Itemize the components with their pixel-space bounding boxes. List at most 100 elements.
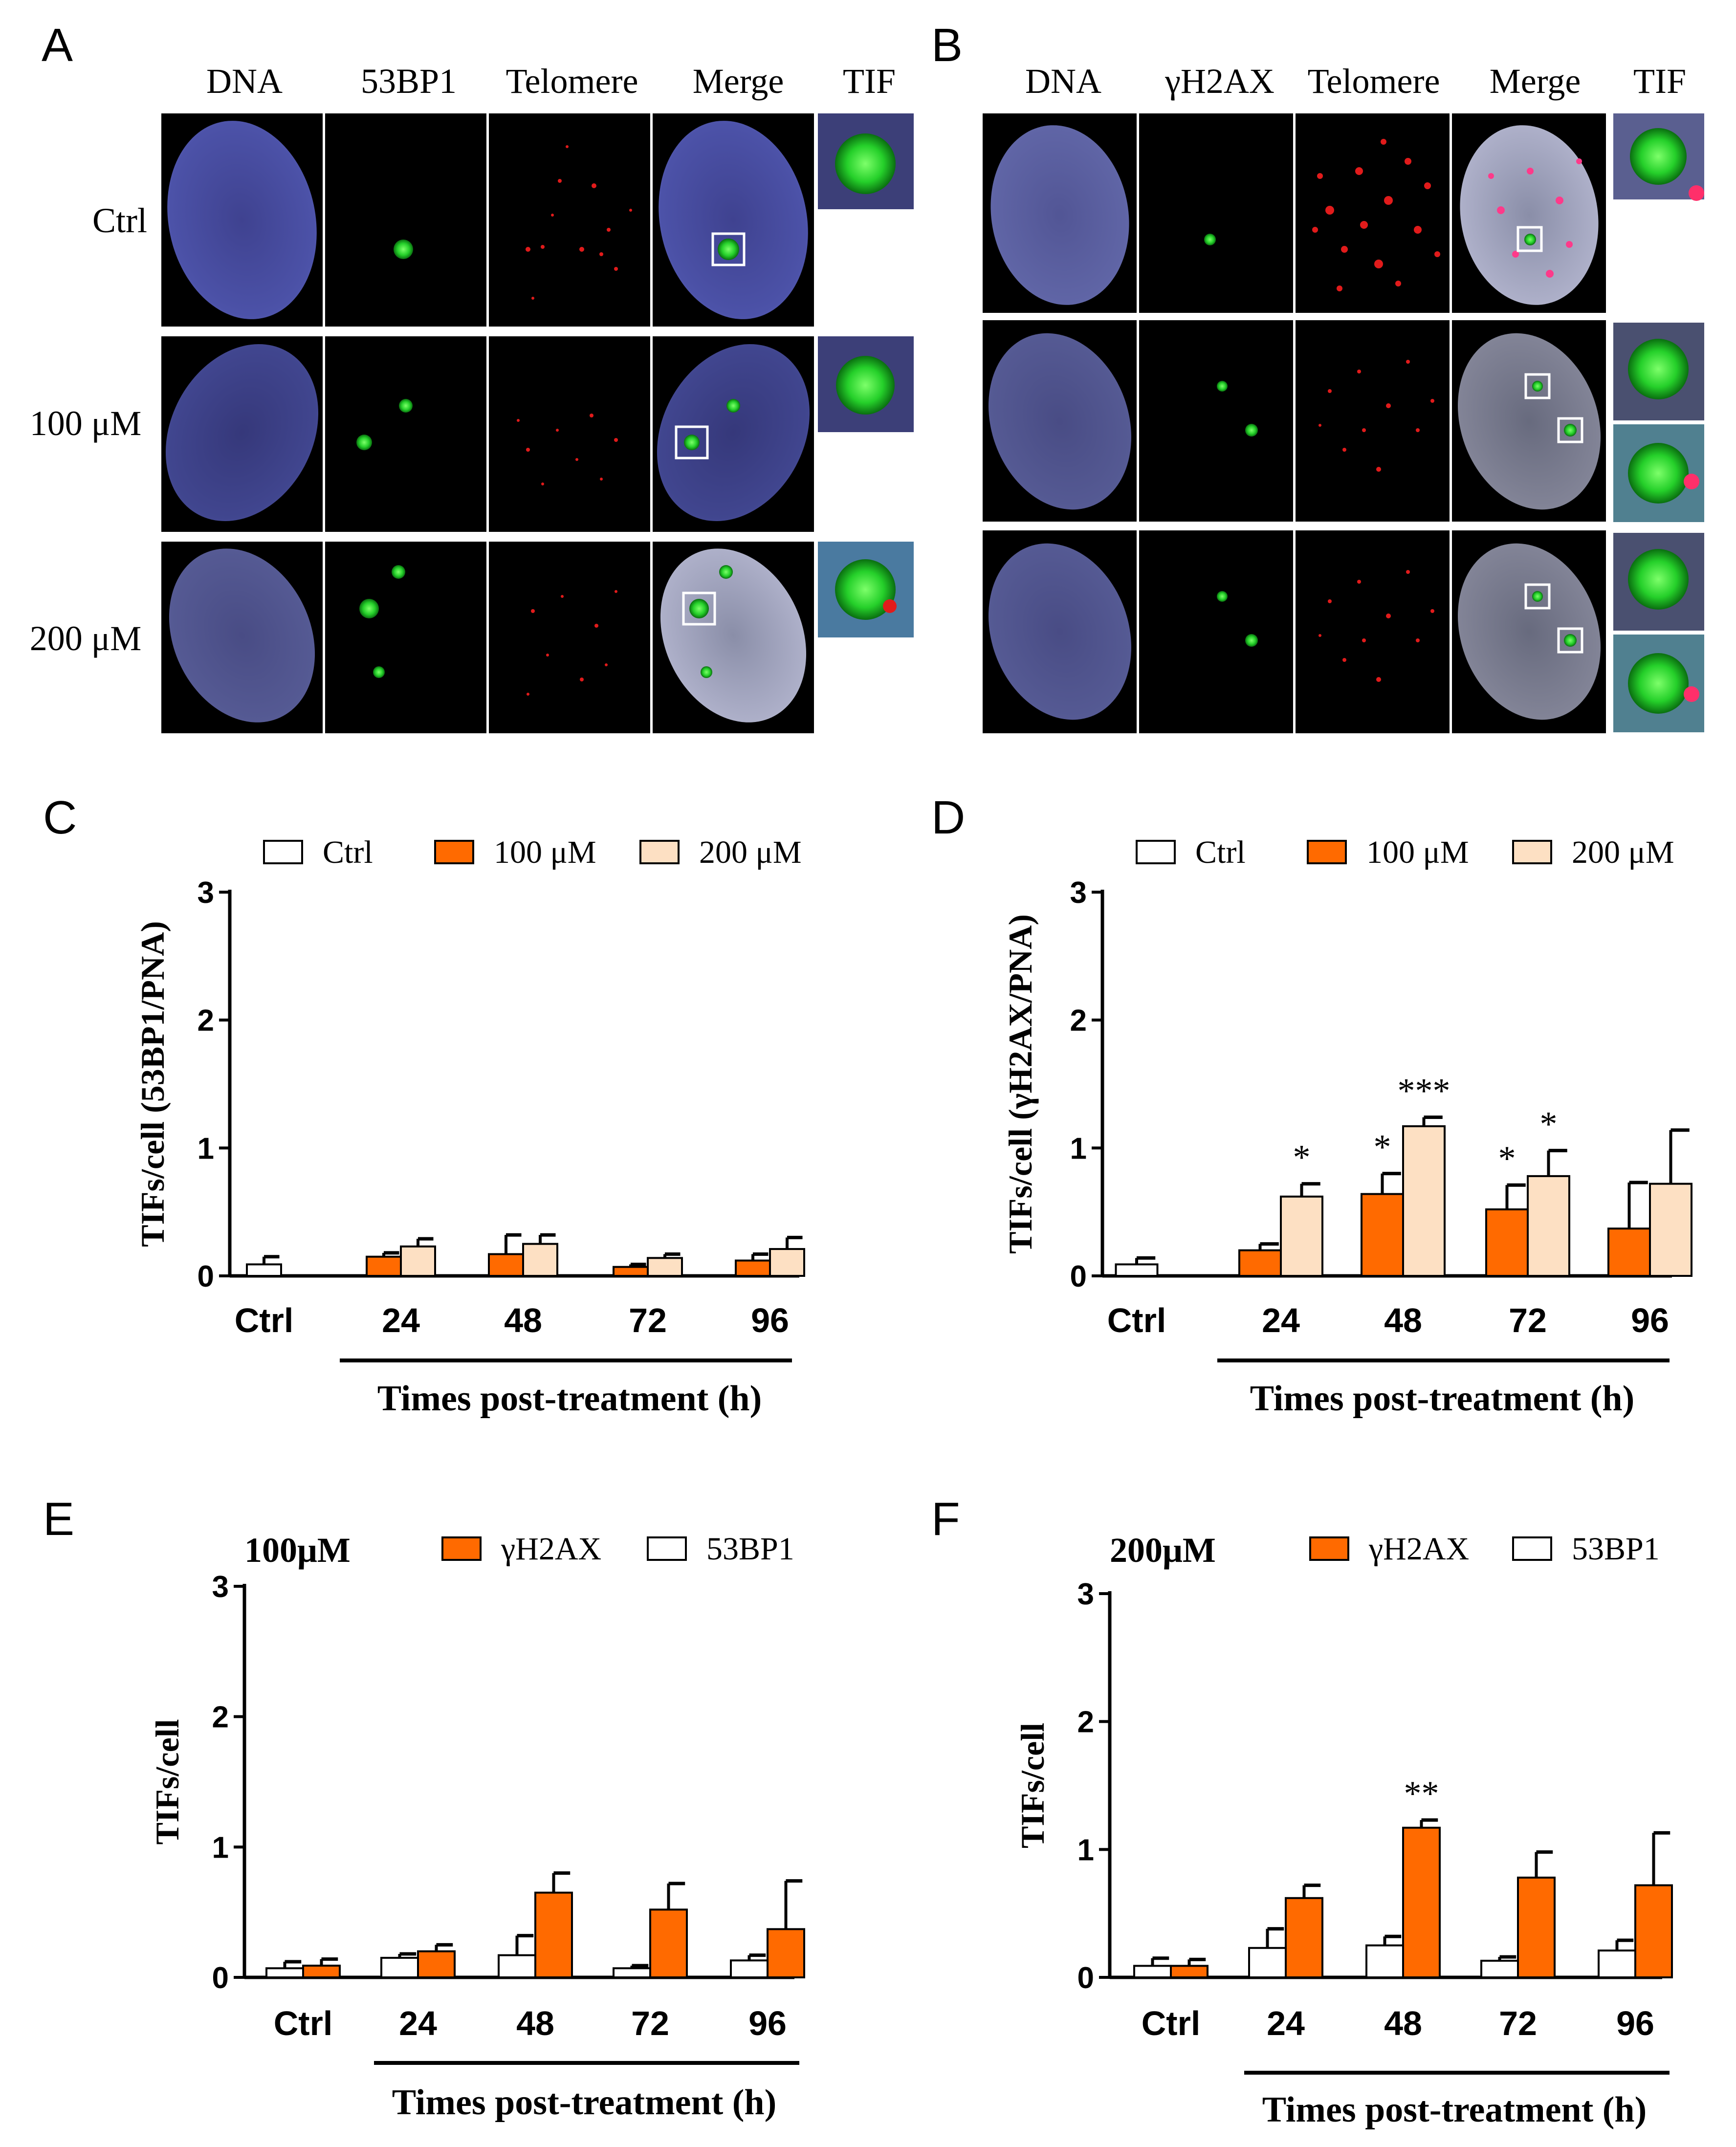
y-tick-label: 1 [1077,1833,1094,1867]
image-a-53bp1-ctrl [325,113,486,327]
y-tick-label: 3 [212,1570,229,1604]
col-header-merge: Merge [693,62,784,101]
bar-53bp1-72 [1480,1959,1519,1979]
category-label: 48 [1384,2004,1422,2042]
image-b-telomere-bottom [1296,530,1450,733]
image-b-telomere-ctrl [1296,113,1450,313]
legend-swatch [1512,1536,1552,1561]
x-axis-title: Times post-treatment (h) [377,1379,762,1419]
legend-swatch [639,840,680,864]
bar-53bp1-72 [613,1967,651,1978]
chart-c: C 0 1 2 3 TIFs/cell (53BP1/PNA) Ctrl 24 48 72 96 Ti… [43,791,805,1419]
category-label: 72 [1499,2004,1537,2042]
col-header-b-merge: Merge [1490,62,1581,101]
bar-53bp1-24 [380,1957,419,1978]
y-tick-label: 1 [1070,1132,1087,1165]
bar-200m-96 [1649,1183,1692,1277]
category-label: 96 [748,2004,787,2042]
bar-53bp1-48 [1365,1944,1404,1978]
category-label: 96 [1631,1301,1669,1339]
y-axis-title: TIFs/cell (γH2AX/PNA) [1002,914,1039,1254]
image-b-gh2ax-bottom [1139,530,1293,733]
bar-ctrl-ctrl [246,1263,282,1277]
col-header-b-telomere: Telomere [1308,62,1440,101]
significance-marker: ** [1404,1774,1439,1813]
bar-ctrl-ctrl [1115,1263,1159,1277]
x-axis-title: Times post-treatment (h) [1250,1379,1634,1419]
significance-marker: * [1498,1139,1516,1178]
bar-h2ax-ctrl [302,1965,341,1978]
row-header-200um: 200 μM [30,619,142,658]
category-label: 48 [516,2004,554,2042]
bar-100m-48 [488,1253,524,1277]
bar-100m-24 [366,1255,402,1277]
significance-marker: * [1293,1138,1311,1177]
col-header-b-dna: DNA [1025,62,1101,101]
category-label: Ctrl [1107,1301,1166,1339]
legend-label: 200 μM [1572,834,1674,870]
bar-53bp1-48 [498,1954,536,1979]
panel-label-c: C [43,791,77,844]
bar-200m-48 [1402,1125,1446,1277]
chart-e: E 0 1 2 3 TIFs/cell Ctrl 24 48 72 96 Times post-tre… [43,1493,805,2123]
panel-a-micrographs: A DNA 53BP1 Telomere Merge TIF Ctrl 100 … [30,19,914,733]
bar-100m-72 [613,1266,649,1277]
bar-h2ax-48 [534,1891,573,1979]
bar-200m-48 [522,1243,558,1277]
legend-swatch [1309,1536,1349,1561]
panel-label-b: B [931,19,963,71]
panel-label-f: F [931,1493,960,1545]
row-header-ctrl: Ctrl [92,201,147,240]
legend-label: 53BP1 [706,1531,794,1567]
panel-label-e: E [43,1493,74,1545]
legend-label: 53BP1 [1572,1531,1660,1567]
panel-label-a: A [42,19,73,71]
bar-200m-72 [647,1257,683,1277]
bar-100m-24 [1238,1249,1282,1277]
y-axis-title: TIFs/cell [1014,1723,1051,1848]
image-a-telomere-100um [489,336,650,532]
image-a-53bp1-200um [325,542,486,733]
bar-200m-96 [769,1248,805,1277]
y-tick-label: 1 [198,1132,214,1165]
category-label: 24 [1267,2004,1305,2042]
col-header-dna: DNA [206,62,283,101]
chart-d: D 0 1 2 3 TIFs/cell (γH2AX/PNA) Ctrl 24 48 72 96 Ti… [931,791,1692,1419]
bar-53bp1-ctrl [1133,1965,1172,1978]
x-axis-title: Times post-treatment (h) [392,2082,776,2123]
y-tick-label: 2 [212,1701,229,1734]
significance-marker: *** [1398,1072,1450,1111]
legend-label: 100 μM [1366,834,1469,870]
bar-200m-72 [1527,1175,1570,1277]
legend-label: Ctrl [1195,834,1246,870]
y-tick-label: 0 [198,1260,214,1293]
y-tick-label: 0 [1070,1260,1087,1293]
y-tick-label: 2 [1070,1004,1087,1038]
col-header-telomere: Telomere [506,62,638,101]
bar-h2ax-ctrl [1170,1965,1209,1978]
bar-h2ax-24 [417,1950,456,1979]
bar-100m-48 [1361,1193,1404,1277]
image-b-gh2ax-mid [1139,320,1293,522]
bar-200m-24 [1280,1195,1323,1277]
legend-swatch [434,840,474,864]
legend-swatch [647,1536,687,1561]
y-tick-label: 2 [1077,1706,1094,1739]
legend-swatch [1136,840,1176,864]
category-label: Ctrl [235,1301,294,1339]
significance-marker: * [1540,1105,1558,1144]
image-a-53bp1-100um [325,336,486,532]
y-tick-label: 3 [198,876,214,910]
panel-b-micrographs: B DNA γH2AX Telomere Merge TIF [931,19,1704,733]
legend-label: 100 μM [494,834,596,870]
category-label: 24 [1262,1301,1300,1339]
legend-label: γH2AX [1368,1531,1469,1567]
category-label: 48 [504,1301,542,1339]
panel-label-d: D [931,791,965,844]
y-axis-title: TIFs/cell [149,1719,186,1845]
category-label: 24 [382,1301,420,1339]
image-b-gh2ax-ctrl [1139,113,1293,313]
legend-swatch [263,840,303,864]
image-b-telomere-mid [1296,320,1450,522]
bar-h2ax-96 [1634,1884,1673,1979]
